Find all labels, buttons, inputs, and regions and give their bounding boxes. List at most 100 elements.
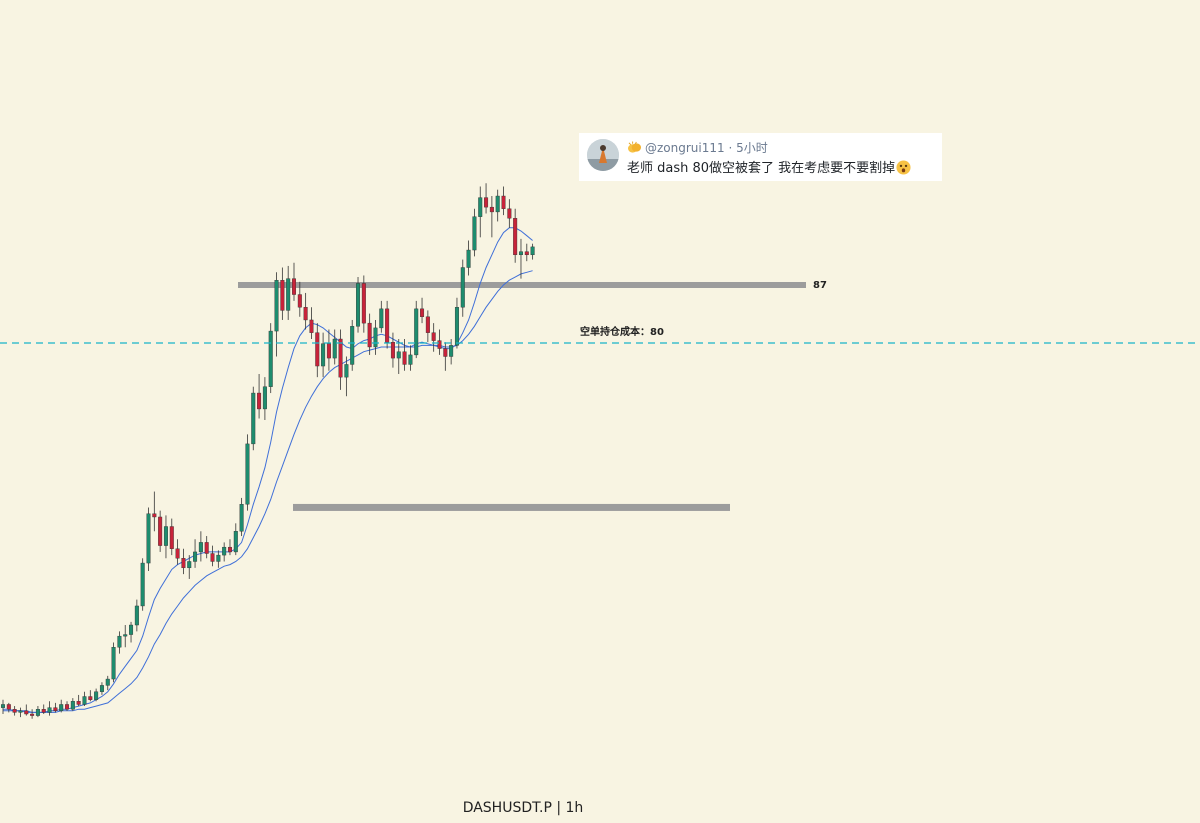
candle-body (390, 342, 395, 359)
candle-body (326, 343, 331, 359)
candle (117, 631, 122, 654)
candle (472, 208, 477, 257)
moving-averages (3, 227, 533, 713)
candle (361, 275, 366, 333)
candle-body (146, 513, 151, 564)
candle-body (41, 709, 46, 713)
candle (495, 189, 500, 222)
candle (379, 300, 384, 333)
candle (524, 243, 529, 262)
candle (134, 599, 139, 632)
candle-body (210, 553, 215, 562)
candle (227, 539, 232, 556)
comment-username[interactable]: @zongrui111 · 5小时 (645, 141, 768, 155)
candle-body (245, 443, 250, 505)
candle-body (315, 332, 320, 367)
candle (245, 434, 250, 511)
candle (518, 238, 523, 279)
candle (233, 523, 238, 556)
candle-body (297, 294, 302, 308)
candle (385, 300, 390, 349)
candle-body (94, 691, 99, 700)
candle-body (181, 558, 186, 569)
candle-body (489, 206, 494, 213)
candle-body (425, 316, 430, 333)
candle (268, 323, 273, 394)
candle (146, 507, 151, 571)
candle (251, 386, 256, 451)
candle (280, 267, 285, 320)
comment-card[interactable]: @zongrui111 · 5小时 老师 dash 80做空被套了 我在考虑要不… (579, 133, 942, 181)
candle (390, 332, 395, 368)
candle-body (18, 710, 23, 713)
candle (94, 688, 99, 702)
candle (373, 319, 378, 355)
candle (88, 690, 93, 702)
candle-body (76, 701, 81, 705)
candle (408, 345, 413, 371)
candle-body (396, 351, 401, 359)
candle (181, 548, 186, 575)
candle-body (292, 278, 297, 295)
candle (478, 186, 483, 238)
candle (402, 339, 407, 371)
candle (47, 701, 52, 716)
candle (396, 339, 401, 374)
candle (169, 518, 174, 556)
candle (111, 642, 116, 683)
candle-body (47, 707, 52, 713)
candle-body (12, 709, 17, 713)
candle (344, 356, 349, 397)
candle (198, 531, 203, 562)
candle (332, 329, 337, 365)
candle (356, 277, 361, 333)
candle (338, 329, 343, 390)
candle-body (286, 278, 291, 311)
candle-body (53, 707, 58, 712)
candle-body (239, 504, 244, 532)
candle (489, 196, 494, 238)
ma-fast-line (3, 227, 533, 713)
support-zone (293, 503, 730, 511)
candle-body (1, 704, 5, 708)
candle (24, 704, 29, 716)
candle (216, 550, 221, 568)
candle-body (169, 526, 174, 549)
candle-body (99, 685, 104, 692)
candle-body (222, 546, 227, 556)
avatar[interactable] (587, 139, 619, 171)
candle-body (420, 308, 425, 317)
candle (262, 377, 267, 421)
candle-body (309, 319, 314, 333)
candle-body (356, 283, 361, 327)
candle-body (344, 364, 349, 378)
candle (76, 694, 81, 707)
candle-body (30, 713, 35, 716)
candle-body (105, 678, 110, 686)
candle-body (82, 696, 87, 705)
candle-body (227, 546, 232, 553)
candle-body (88, 696, 93, 700)
candle (59, 699, 64, 713)
candle (315, 323, 320, 378)
comment-meta: @zongrui111 · 5小时 (627, 139, 768, 156)
candle-body (152, 513, 157, 518)
candle-body (373, 327, 378, 348)
candle-body (193, 551, 198, 562)
candle-body (443, 348, 448, 357)
candle (6, 702, 11, 713)
candle (18, 707, 23, 718)
candle-body (198, 542, 203, 553)
candle-body (216, 554, 221, 562)
candle (501, 186, 506, 216)
candle (309, 307, 314, 340)
candle (297, 281, 302, 317)
candle-body (123, 634, 128, 637)
candle (222, 542, 227, 562)
candle-body (484, 197, 489, 208)
candle-body (274, 280, 279, 332)
candle (414, 300, 419, 359)
candle-body (495, 195, 500, 213)
cost-label: 空单持仓成本：80 (580, 327, 664, 338)
